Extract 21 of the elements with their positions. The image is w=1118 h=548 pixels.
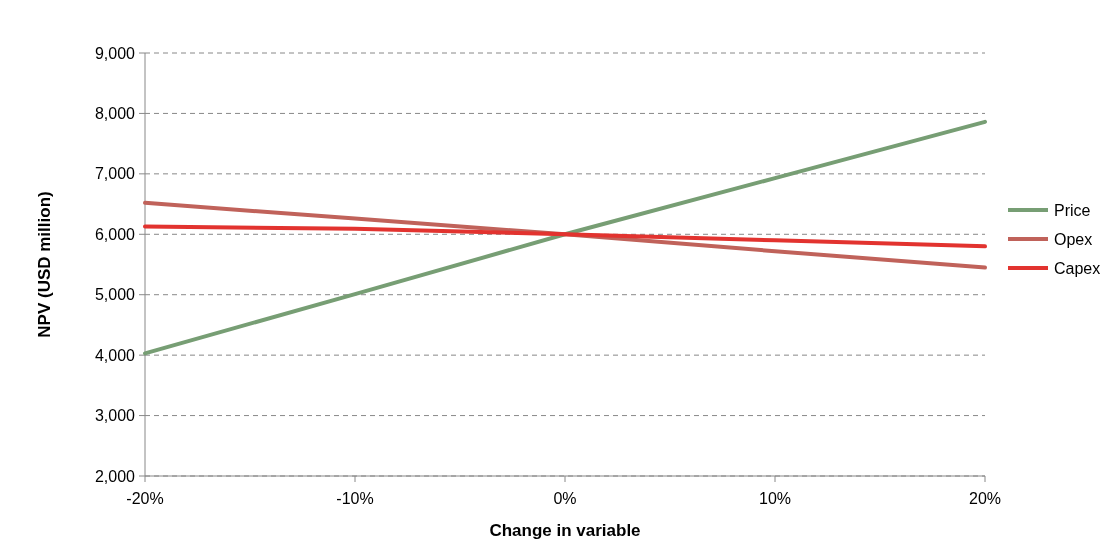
y-axis-title: NPV (USD million): [35, 191, 54, 338]
legend-label: Capex: [1054, 259, 1101, 277]
y-tick-label: 4,000: [94, 346, 136, 364]
x-tick-label: 10%: [758, 490, 792, 507]
y-tick-label: 2,000: [94, 467, 136, 485]
x-tick-label: -20%: [126, 490, 164, 507]
line-series: [143, 224, 987, 249]
legend-label: Price: [1054, 201, 1091, 219]
x-tick-label: 20%: [968, 490, 1002, 507]
y-tick-label: 3,000: [94, 407, 136, 425]
line-series: [143, 119, 987, 356]
x-tick-label: 0%: [553, 490, 577, 507]
line-series: [143, 200, 987, 270]
x-axis-title: Change in variable: [489, 521, 641, 540]
x-tick-label: -10%: [336, 490, 374, 507]
y-tick-label: 8,000: [94, 105, 136, 123]
y-tick-label: 7,000: [94, 165, 136, 183]
y-tick-label: 6,000: [94, 225, 136, 243]
y-tick-label: 9,000: [94, 44, 136, 62]
y-tick-label: 5,000: [94, 286, 136, 304]
legend-label: Opex: [1054, 230, 1093, 248]
